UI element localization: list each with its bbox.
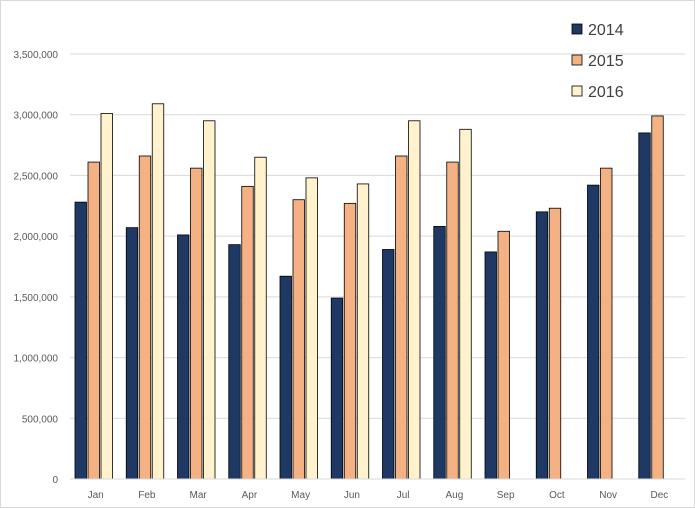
bars — [74, 103, 664, 480]
legend-label-2014: 2014 — [588, 22, 624, 39]
x-tick-label: Dec — [650, 490, 668, 501]
bar-2015-dec — [651, 115, 664, 480]
bar-2014-oct — [535, 211, 549, 480]
bar-2014-dec — [638, 132, 651, 480]
legend-label-2015: 2015 — [588, 53, 624, 70]
y-tick-label: 2,500,000 — [14, 171, 59, 182]
bar-2014-nov — [587, 184, 600, 480]
x-tick-label: Mar — [190, 490, 208, 501]
x-tick-label: Apr — [242, 490, 258, 501]
bar-2016-mar — [203, 120, 216, 480]
legend-label-2016: 2016 — [588, 84, 624, 101]
bar-2016-apr — [254, 156, 267, 480]
x-tick-label: Jan — [88, 490, 104, 501]
x-tick-label: Feb — [138, 490, 156, 501]
bar-2015-apr — [241, 185, 254, 480]
bar-2014-aug — [433, 226, 446, 480]
x-axis-tick-labels: Jan Feb Mar Apr May Jun Jul Aug Sep Oct Nov Dec — [88, 490, 669, 501]
x-tick-label: Jun — [344, 490, 360, 501]
bar-2016-jan — [100, 113, 113, 480]
bar-2014-feb — [125, 227, 139, 480]
bar-2015-sep — [497, 230, 510, 480]
x-tick-label: Sep — [497, 490, 515, 501]
bar-2015-oct — [548, 207, 562, 480]
y-tick-label: 0 — [52, 475, 58, 486]
x-tick-label: Aug — [445, 490, 463, 501]
y-tick-label: 500,000 — [22, 414, 59, 425]
legend-swatch-2016 — [571, 85, 583, 97]
y-tick-label: 1,000,000 — [14, 354, 59, 365]
bar-2014-mar — [177, 234, 190, 480]
x-tick-label: Jul — [397, 490, 410, 501]
bar-2015-nov — [600, 167, 613, 480]
legend-swatch-2015 — [571, 54, 583, 66]
bar-2015-jul — [395, 155, 408, 480]
y-axis-tick-labels: 0 500,000 1,000,000 1,500,000 2,000,000 2,500… — [14, 50, 59, 486]
y-tick-label: 3,500,000 — [14, 50, 59, 61]
y-tick-label: 2,000,000 — [14, 232, 59, 243]
bar-2014-apr — [228, 244, 241, 480]
legend: 2014 2015 2016 — [571, 22, 624, 101]
bar-2014-sep — [484, 251, 497, 480]
x-tick-label: Nov — [599, 490, 617, 501]
bar-2015-mar — [190, 167, 203, 480]
bar-2016-may — [305, 177, 318, 480]
x-tick-label: May — [291, 490, 310, 501]
bar-2014-jul — [382, 249, 395, 480]
bar-2014-may — [279, 275, 292, 480]
bar-2016-feb — [151, 103, 165, 480]
legend-swatch-2014 — [571, 23, 583, 35]
bar-2014-jan — [74, 201, 87, 480]
bar-2016-jul — [408, 120, 421, 480]
bar-2015-feb — [138, 155, 152, 480]
gridlines — [70, 53, 685, 419]
bar-2016-jun — [356, 183, 370, 480]
bar-2015-jun — [343, 202, 357, 480]
y-tick-label: 1,500,000 — [14, 293, 59, 304]
y-tick-label: 3,000,000 — [14, 111, 59, 122]
bar-2015-jan — [87, 161, 100, 480]
bar-2016-aug — [459, 128, 472, 480]
x-tick-label: Oct — [549, 490, 565, 501]
bar-2015-aug — [446, 161, 459, 480]
bar-2014-jun — [330, 297, 344, 480]
bar-2015-may — [292, 199, 305, 480]
